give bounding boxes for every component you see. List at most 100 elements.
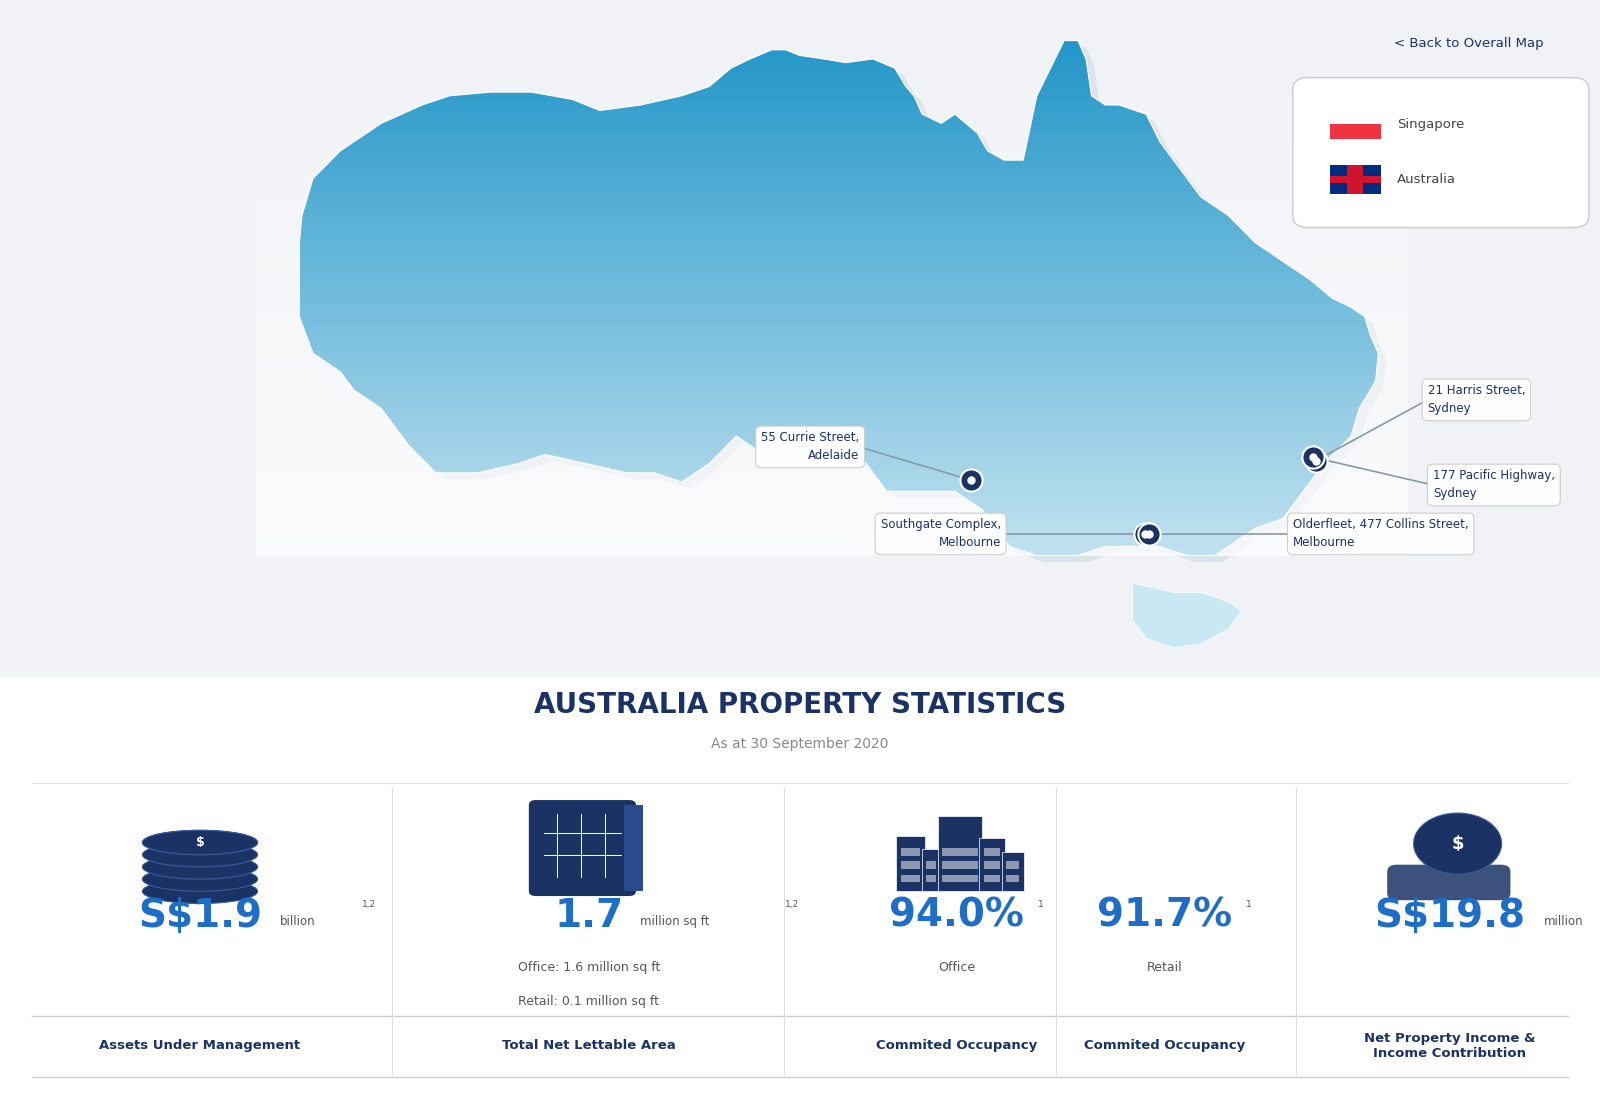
Bar — [256, 135, 1408, 143]
Bar — [256, 462, 1408, 470]
Bar — [256, 495, 1408, 504]
Bar — [256, 246, 1408, 255]
Bar — [256, 504, 1408, 513]
Text: S$19.8: S$19.8 — [1374, 897, 1525, 935]
Bar — [901, 861, 920, 869]
Bar — [256, 161, 1408, 170]
Bar — [256, 83, 1408, 92]
Bar — [256, 152, 1408, 161]
Bar — [256, 109, 1408, 118]
Text: Assets Under Management: Assets Under Management — [99, 1039, 301, 1052]
Bar — [256, 264, 1408, 272]
Polygon shape — [1133, 583, 1242, 647]
Ellipse shape — [142, 842, 258, 867]
Bar — [256, 178, 1408, 186]
Bar — [256, 67, 1408, 75]
Text: 1: 1 — [1246, 900, 1253, 909]
Text: Southgate Complex,
Melbourne: Southgate Complex, Melbourne — [880, 518, 1000, 549]
Bar — [256, 204, 1408, 212]
Ellipse shape — [142, 830, 258, 855]
Bar — [256, 195, 1408, 204]
Bar — [256, 359, 1408, 366]
Bar — [256, 375, 1408, 384]
Bar — [901, 875, 920, 882]
Bar — [256, 41, 1408, 49]
Bar — [256, 306, 1408, 315]
FancyBboxPatch shape — [528, 799, 637, 897]
Bar — [256, 221, 1408, 230]
Bar — [1330, 176, 1381, 183]
Bar — [256, 143, 1408, 152]
Ellipse shape — [142, 867, 258, 891]
Bar — [256, 384, 1408, 393]
Bar — [1002, 852, 1024, 891]
Bar — [922, 849, 941, 891]
Text: Australia: Australia — [1397, 173, 1456, 186]
Text: 1.7: 1.7 — [554, 897, 624, 935]
Bar — [256, 401, 1408, 410]
Text: 1: 1 — [1038, 900, 1045, 909]
Text: Retail: Retail — [1147, 961, 1182, 975]
Text: Olderfleet, 477 Collins Street,
Melbourne: Olderfleet, 477 Collins Street, Melbourn… — [1293, 518, 1469, 549]
Text: 55 Currie Street,
Adelaide: 55 Currie Street, Adelaide — [762, 432, 859, 463]
Bar — [256, 92, 1408, 101]
Bar — [942, 875, 978, 882]
Bar — [256, 186, 1408, 195]
Bar — [256, 49, 1408, 58]
Text: Office: 1.6 million sq ft: Office: 1.6 million sq ft — [518, 961, 659, 975]
Bar — [256, 75, 1408, 83]
Text: million: million — [1544, 915, 1584, 928]
Bar — [256, 299, 1408, 306]
Bar — [256, 101, 1408, 109]
Bar — [256, 255, 1408, 264]
Text: 177 Pacific Highway,
Sydney: 177 Pacific Highway, Sydney — [1432, 470, 1555, 501]
FancyBboxPatch shape — [1293, 78, 1589, 228]
Text: Commited Occupancy: Commited Occupancy — [1085, 1039, 1245, 1052]
Bar — [984, 848, 1000, 856]
Text: 21 Harris Street,
Sydney: 21 Harris Street, Sydney — [1427, 384, 1525, 415]
Bar — [1330, 110, 1381, 124]
Text: As at 30 September 2020: As at 30 September 2020 — [712, 737, 888, 750]
Bar — [256, 58, 1408, 67]
Bar — [256, 547, 1408, 556]
Text: 1,2: 1,2 — [786, 900, 798, 909]
Text: S$1.9: S$1.9 — [138, 897, 262, 935]
Text: 1,2: 1,2 — [362, 900, 376, 909]
Bar — [256, 230, 1408, 238]
FancyBboxPatch shape — [1387, 865, 1510, 900]
Polygon shape — [307, 48, 1386, 563]
Bar — [256, 212, 1408, 221]
Bar — [256, 170, 1408, 178]
Bar — [256, 529, 1408, 538]
Text: Net Property Income &
Income Contribution: Net Property Income & Income Contributio… — [1363, 1031, 1536, 1060]
Bar — [256, 341, 1408, 350]
Bar — [979, 838, 1005, 891]
Text: Total Net Lettable Area: Total Net Lettable Area — [502, 1039, 675, 1052]
Bar — [256, 427, 1408, 435]
Text: 91.7%: 91.7% — [1098, 897, 1232, 935]
Bar — [256, 487, 1408, 495]
Ellipse shape — [142, 879, 258, 904]
Bar — [896, 836, 925, 891]
Bar — [926, 861, 936, 869]
Text: < Back to Overall Map: < Back to Overall Map — [1394, 37, 1544, 50]
Text: million sq ft: million sq ft — [640, 915, 709, 928]
Text: Singapore: Singapore — [1397, 118, 1464, 131]
Bar — [256, 444, 1408, 453]
Bar — [256, 127, 1408, 135]
Bar — [942, 848, 978, 856]
Bar — [1006, 861, 1019, 869]
Text: 94.0%: 94.0% — [890, 897, 1024, 935]
Text: AUSTRALIA PROPERTY STATISTICS: AUSTRALIA PROPERTY STATISTICS — [534, 690, 1066, 719]
Ellipse shape — [142, 855, 258, 879]
Bar — [256, 324, 1408, 333]
Ellipse shape — [142, 830, 258, 855]
Bar — [624, 805, 643, 891]
Bar — [256, 281, 1408, 290]
Bar — [256, 538, 1408, 547]
Bar — [256, 470, 1408, 478]
Text: Office: Office — [938, 961, 976, 975]
Bar — [256, 410, 1408, 418]
Bar — [1330, 165, 1381, 194]
Bar — [256, 238, 1408, 246]
